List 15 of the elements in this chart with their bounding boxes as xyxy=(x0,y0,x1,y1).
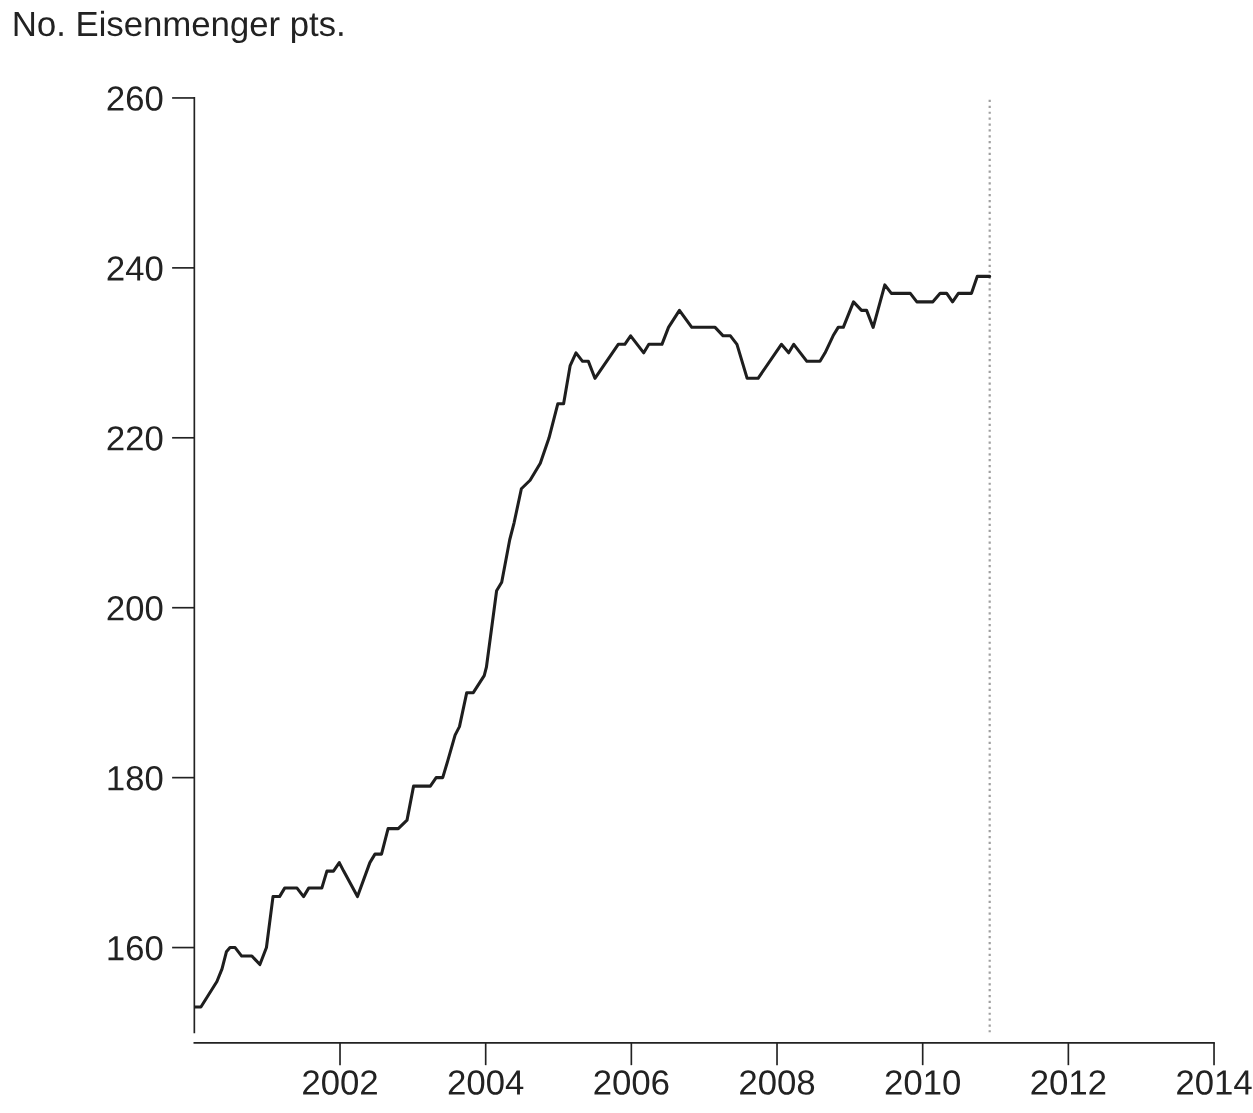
y-axis-title: No. Eisenmenger pts. xyxy=(14,10,343,44)
y-tick-label: 180 xyxy=(108,765,163,791)
x-tick-label: 2004 xyxy=(448,1070,524,1095)
y-tick-label: 160 xyxy=(108,935,163,961)
x-tick-label: 2014 xyxy=(1177,1070,1252,1095)
x-tick-label: 2008 xyxy=(740,1070,815,1095)
x-tick-label: 2002 xyxy=(303,1070,377,1095)
y-tick-label: 200 xyxy=(107,596,163,621)
x-tick-label: 2010 xyxy=(885,1070,960,1095)
x-tick-label: 2012 xyxy=(1031,1070,1106,1095)
x-tick-label: 2006 xyxy=(594,1070,669,1095)
line-series xyxy=(194,274,992,1009)
y-tick-label: 220 xyxy=(107,426,163,451)
y-tick-label: 240 xyxy=(107,256,163,281)
y-tick-label: 260 xyxy=(107,86,163,111)
